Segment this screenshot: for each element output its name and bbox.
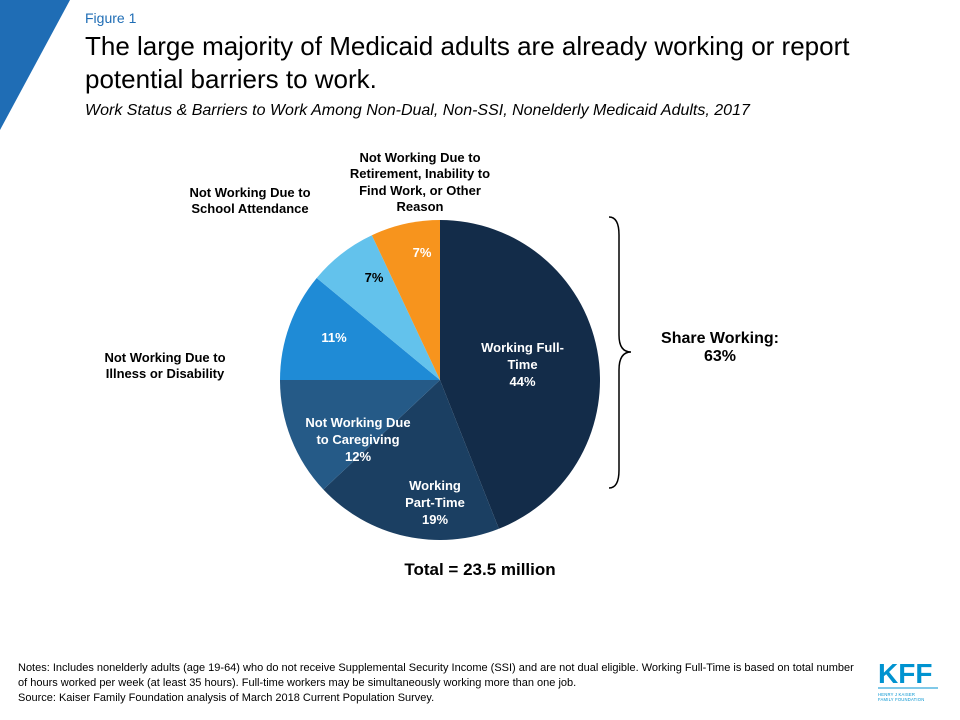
slice-pct-other: 7% <box>402 245 442 262</box>
label-other-text: Not Working Due to Retirement, Inability… <box>350 150 490 214</box>
chart-title: The large majority of Medicaid adults ar… <box>85 30 930 95</box>
svg-text:KFF: KFF <box>878 658 932 689</box>
share-working-value: 63% <box>704 348 736 365</box>
slice-label-caregiving-text: Not Working Due to Caregiving <box>305 415 410 447</box>
label-school: Not Working Due to School Attendance <box>180 185 320 218</box>
slice-pct-illness: 11% <box>314 330 354 347</box>
share-working: Share Working: 63% <box>640 330 800 366</box>
slice-label-fulltime-text: Working Full-Time <box>481 340 564 372</box>
slice-label-fulltime: Working Full-Time 44% <box>475 340 570 391</box>
footer: Notes: Includes nonelderly adults (age 1… <box>18 655 942 706</box>
chart-area: Not Working Due to Illness or Disability… <box>0 155 960 625</box>
chart-subtitle: Work Status & Barriers to Work Among Non… <box>85 101 930 122</box>
label-other: Not Working Due to Retirement, Inability… <box>335 150 505 215</box>
source-text: Source: Kaiser Family Foundation analysi… <box>18 692 434 704</box>
slice-label-caregiving: Not Working Due to Caregiving 12% <box>298 415 418 466</box>
kff-logo: KFF HENRY J KAISER FAMILY FOUNDATION <box>878 655 942 706</box>
pie-wrap: Working Full-Time 44% Working Part-Time … <box>280 220 600 540</box>
slice-label-parttime-text: Working Part-Time <box>405 478 465 510</box>
footer-notes: Notes: Includes nonelderly adults (age 1… <box>18 661 860 706</box>
slice-pct-school: 7% <box>354 270 394 287</box>
label-illness: Not Working Due to Illness or Disability <box>95 350 235 383</box>
slice-label-fulltime-pct: 44% <box>475 374 570 391</box>
notes-text: Notes: Includes nonelderly adults (age 1… <box>18 662 854 689</box>
share-working-label: Share Working: <box>661 330 779 347</box>
slice-label-parttime-pct: 19% <box>395 512 475 529</box>
label-illness-text: Not Working Due to Illness or Disability <box>104 350 225 381</box>
header: Figure 1 The large majority of Medicaid … <box>85 10 930 122</box>
decorative-triangle <box>0 0 70 130</box>
label-school-text: Not Working Due to School Attendance <box>189 185 310 216</box>
bracket-icon <box>605 215 633 490</box>
total-label: Total = 23.5 million <box>0 560 960 580</box>
slice-label-caregiving-pct: 12% <box>298 449 418 466</box>
svg-text:FAMILY FOUNDATION: FAMILY FOUNDATION <box>878 697 924 701</box>
slice-label-parttime: Working Part-Time 19% <box>395 478 475 529</box>
figure-label: Figure 1 <box>85 10 930 26</box>
